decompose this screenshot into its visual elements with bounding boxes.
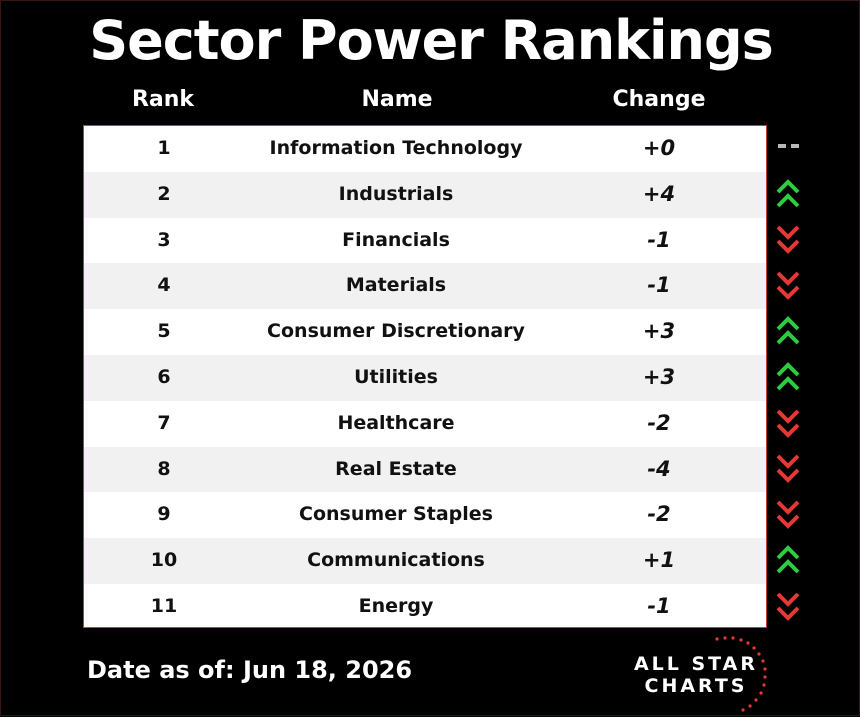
double-chevron-down-icon-glyph <box>776 455 800 484</box>
double-chevron-up-icon <box>769 308 809 354</box>
double-chevron-down-icon <box>769 491 809 537</box>
rank-cell: 2 <box>157 182 171 205</box>
table-row: 4 Materials -1 <box>84 263 766 310</box>
rank-cell: 10 <box>150 549 178 572</box>
rank-cell: 3 <box>157 228 171 251</box>
double-chevron-down-icon <box>769 446 809 492</box>
change-cell: -4 <box>647 456 671 481</box>
change-cell: +0 <box>642 136 676 160</box>
rankings-table: 1 Information Technology +0 2 Industrials +4 3… <box>83 125 767 628</box>
sector-name-cell: Financials <box>342 228 450 251</box>
logo-stars-arc <box>715 636 767 712</box>
double-chevron-down-icon <box>769 262 809 308</box>
rank-cell: 5 <box>157 320 171 343</box>
dash-icon <box>769 125 809 171</box>
rank-cell: 7 <box>157 411 171 434</box>
double-chevron-down-icon <box>769 583 809 629</box>
change-cell: +3 <box>642 319 676 344</box>
double-chevron-up-icon <box>769 537 809 583</box>
double-chevron-up-icon <box>769 354 809 400</box>
double-chevron-down-icon <box>769 217 809 263</box>
double-chevron-up-icon-glyph <box>776 545 800 574</box>
all-star-charts-logo: ALL STAR CHARTS <box>631 633 781 717</box>
change-cell: -2 <box>647 502 671 527</box>
sector-name-cell: Utilities <box>354 365 438 388</box>
change-cell: +1 <box>642 548 676 573</box>
name-column-header: Name <box>361 87 433 112</box>
double-chevron-up-icon-glyph <box>776 316 800 345</box>
change-cell: +3 <box>642 364 676 389</box>
table-row: 10 Communications +1 <box>84 538 766 584</box>
double-chevron-down-icon-glyph <box>776 226 800 255</box>
change-cell: -1 <box>647 273 671 298</box>
table-row: 8 Real Estate -4 <box>84 446 766 493</box>
double-chevron-up-icon <box>769 171 809 217</box>
logo-line-2: CHARTS <box>644 675 748 697</box>
double-chevron-down-icon-glyph <box>776 592 800 621</box>
sector-name-cell: Communications <box>307 549 485 572</box>
trend-indicators <box>769 125 809 628</box>
double-chevron-down-icon-glyph <box>776 409 800 438</box>
sector-name-cell: Materials <box>345 274 447 297</box>
double-chevron-down-icon-glyph <box>776 500 800 530</box>
rank-cell: 8 <box>157 457 171 480</box>
rank-cell: 11 <box>150 594 178 617</box>
table-row: 11 Energy -1 <box>84 583 766 627</box>
table-row: 5 Consumer Discretionary +3 <box>84 309 766 355</box>
double-chevron-down-icon <box>769 400 809 446</box>
rank-column-header: Rank <box>131 87 195 112</box>
sector-name-cell: Real Estate <box>335 457 457 480</box>
change-cell: -2 <box>647 410 671 435</box>
table-row: 3 Financials -1 <box>84 217 766 264</box>
sector-name-cell: Industrials <box>338 182 454 205</box>
change-cell: +4 <box>642 181 676 206</box>
double-chevron-up-icon-glyph <box>776 362 800 391</box>
logo-line-1: ALL STAR <box>633 653 759 675</box>
rank-cell: 6 <box>157 365 171 388</box>
table-row: 7 Healthcare -2 <box>84 400 766 447</box>
double-chevron-up-icon-glyph <box>776 178 800 208</box>
dash-icon-glyph <box>778 143 799 148</box>
table-row: 2 Industrials +4 <box>84 171 766 218</box>
rank-cell: 9 <box>157 503 171 526</box>
change-cell: -1 <box>647 227 671 252</box>
sector-name-cell: Information Technology <box>269 137 523 159</box>
double-chevron-down-icon-glyph <box>776 271 800 301</box>
table-row: 6 Utilities +3 <box>84 354 766 401</box>
page-title: Sector Power Rankings <box>89 9 774 72</box>
sector-name-cell: Consumer Staples <box>299 503 493 526</box>
table-row: 9 Consumer Staples -2 <box>84 492 766 539</box>
rank-cell: 1 <box>157 137 171 159</box>
rank-cell: 4 <box>157 274 171 297</box>
sector-name-cell: Consumer Discretionary <box>267 320 525 343</box>
change-column-header: Change <box>612 87 706 112</box>
sector-name-cell: Energy <box>358 594 434 617</box>
change-cell: -1 <box>647 593 671 618</box>
sector-name-cell: Healthcare <box>337 411 455 434</box>
table-row: 1 Information Technology +0 <box>84 126 766 172</box>
date-as-of: Date as of: Jun 18, 2026 <box>87 656 413 684</box>
